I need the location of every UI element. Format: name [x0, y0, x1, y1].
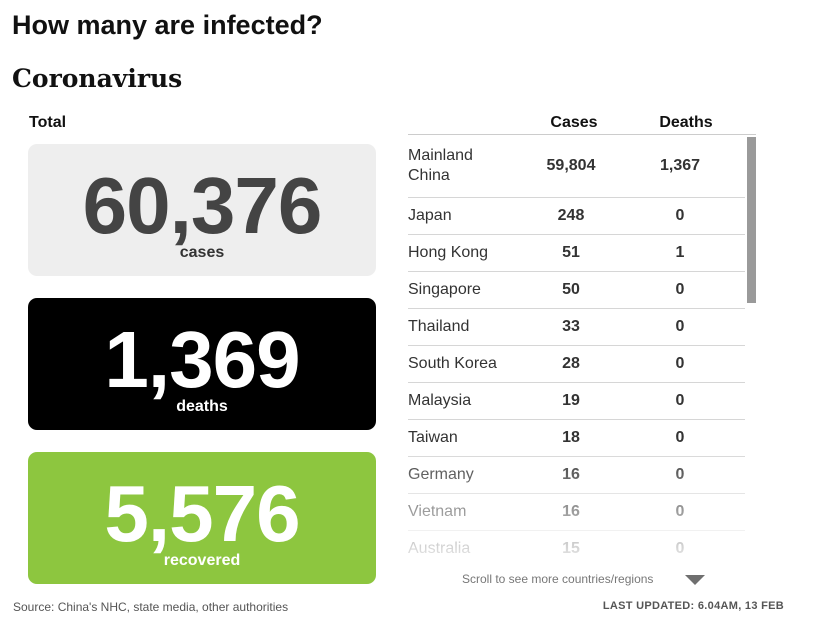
country-cases: 15	[562, 540, 580, 555]
table-row: Thailand 33 0	[408, 309, 745, 346]
country-cases: 16	[562, 503, 580, 520]
country-cases: 59,804	[546, 157, 596, 174]
country-name: Australia	[408, 540, 471, 555]
last-updated: LAST UPDATED: 6.04AM, 13 FEB	[602, 600, 784, 612]
scroll-hint: Scroll to see more countries/regions	[462, 572, 654, 586]
country-deaths: 0	[675, 392, 685, 409]
table-row: Singapore 50 0	[408, 272, 745, 309]
table-header: Cases Deaths	[408, 112, 756, 135]
table-row: Hong Kong 51 1	[408, 235, 745, 272]
country-cases: 18	[562, 429, 580, 446]
scrollbar-thumb[interactable]	[747, 137, 756, 303]
country-deaths: 0	[675, 355, 685, 372]
country-name: Mainland China	[408, 147, 473, 184]
cases-label: cases	[179, 244, 225, 261]
country-deaths: 0	[675, 540, 685, 555]
deaths-card: 1,369 deaths	[28, 298, 376, 430]
column-header-cases: Cases	[550, 114, 598, 131]
total-label: Total	[29, 114, 67, 131]
country-name: South Korea	[408, 355, 497, 372]
subhead: Coronavirus	[12, 64, 183, 93]
table-row: Vietnam 16 0	[408, 494, 745, 531]
table-row: Japan 248 0	[408, 198, 745, 235]
country-deaths: 0	[675, 503, 685, 520]
table-row: Taiwan 18 0	[408, 420, 745, 457]
country-deaths: 1	[675, 244, 685, 261]
country-cases: 33	[562, 318, 580, 335]
source-note: Source: China's NHC, state media, other …	[13, 600, 289, 614]
table-row: Germany 16 0	[408, 457, 745, 494]
country-deaths: 0	[675, 318, 685, 335]
country-cases: 16	[562, 466, 580, 483]
country-name: Singapore	[408, 281, 481, 298]
recovered-label: recovered	[163, 552, 241, 569]
table-row: Australia 15 0	[408, 531, 745, 555]
country-name: Germany	[408, 466, 474, 483]
table-row: Malaysia 19 0	[408, 383, 745, 420]
country-name: Thailand	[408, 318, 470, 335]
recovered-card: 5,576 recovered	[28, 452, 376, 584]
country-name: Hong Kong	[408, 244, 489, 261]
cases-card: 60,376 cases	[28, 144, 376, 276]
country-cases: 50	[562, 281, 580, 298]
chevron-down-icon[interactable]	[685, 575, 705, 585]
country-cases: 28	[562, 355, 580, 372]
country-table: Cases Deaths Mainland China 59,804 1,367…	[408, 112, 756, 555]
cases-total: 60,376	[82, 161, 323, 250]
country-name: Malaysia	[408, 392, 472, 409]
country-deaths: 0	[675, 466, 685, 483]
country-cases: 19	[562, 392, 580, 409]
table-scroll-area[interactable]: Mainland China 59,804 1,367 Japan 248 0 …	[408, 135, 756, 555]
deaths-total: 1,369	[104, 315, 300, 404]
country-cases: 248	[557, 207, 585, 224]
recovered-total: 5,576	[104, 469, 300, 558]
country-cases: 51	[562, 244, 580, 261]
scrollbar-track[interactable]	[745, 135, 756, 555]
column-header-deaths: Deaths	[659, 114, 713, 131]
headline: How many are infected?	[12, 10, 323, 40]
country-name: Vietnam	[408, 503, 467, 520]
table-row: South Korea 28 0	[408, 346, 745, 383]
country-name: Taiwan	[408, 429, 458, 446]
country-deaths: 0	[675, 207, 685, 224]
country-deaths: 0	[675, 281, 685, 298]
country-name: Japan	[408, 207, 452, 224]
table-row: Mainland China 59,804 1,367	[408, 135, 745, 198]
deaths-label: deaths	[176, 398, 228, 415]
country-deaths: 1,367	[659, 157, 701, 174]
country-deaths: 0	[675, 429, 685, 446]
